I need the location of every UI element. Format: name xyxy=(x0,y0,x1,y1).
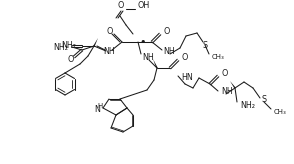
Text: NH: NH xyxy=(163,48,175,57)
Text: CH₃: CH₃ xyxy=(212,54,225,60)
Text: O: O xyxy=(221,70,227,79)
Text: H: H xyxy=(97,103,103,109)
Polygon shape xyxy=(230,81,235,88)
Text: NH: NH xyxy=(221,88,233,96)
Text: S: S xyxy=(203,41,208,50)
Polygon shape xyxy=(153,59,158,68)
Text: CH₃: CH₃ xyxy=(274,109,287,115)
Text: N: N xyxy=(94,105,100,114)
Text: NH: NH xyxy=(103,47,115,55)
Text: NH₂: NH₂ xyxy=(53,42,68,51)
Text: NH₂: NH₂ xyxy=(61,41,76,50)
Text: O: O xyxy=(181,52,187,62)
Text: •: • xyxy=(140,37,146,47)
Text: OH: OH xyxy=(137,1,149,10)
Text: NH₂: NH₂ xyxy=(240,102,255,111)
Text: O: O xyxy=(68,55,74,64)
Text: O: O xyxy=(118,1,124,10)
Text: S: S xyxy=(262,95,267,104)
Text: O: O xyxy=(107,27,113,35)
Text: NH: NH xyxy=(142,53,154,62)
Text: HN: HN xyxy=(181,73,193,82)
Text: O: O xyxy=(163,27,169,35)
Polygon shape xyxy=(93,38,98,46)
